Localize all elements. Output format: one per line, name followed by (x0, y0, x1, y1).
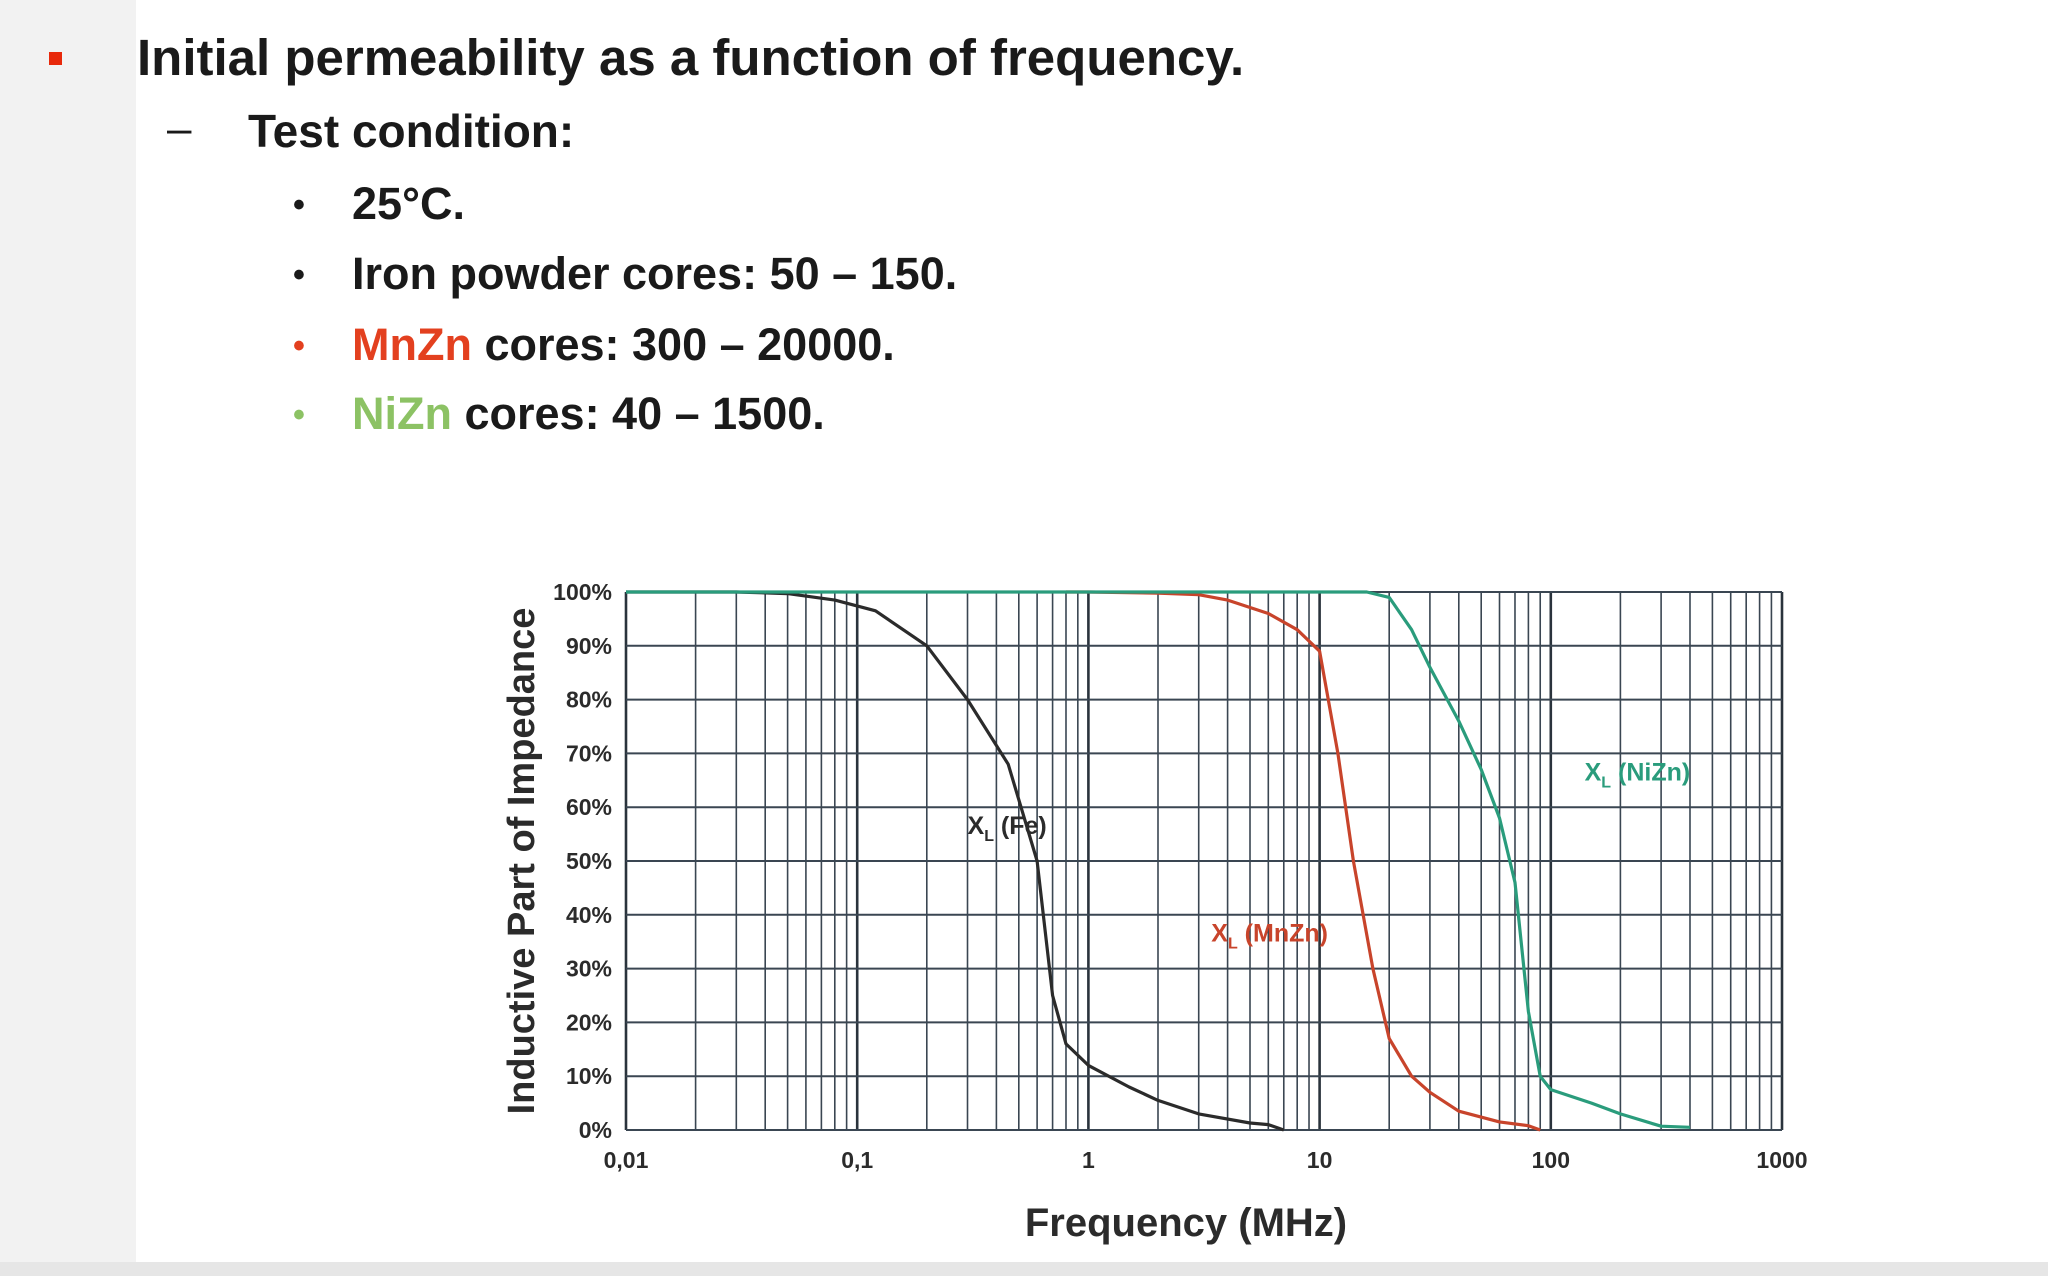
series-label-suffix: (Fe) (994, 812, 1047, 840)
x-tick-label: 10 (1307, 1147, 1333, 1173)
bullet-dot-4: • (293, 396, 305, 434)
y-tick-label: 0% (579, 1117, 612, 1143)
level1-bullet-marker (49, 52, 62, 65)
x-tick-label: 1 (1082, 1147, 1095, 1173)
x-tick-label: 100 (1532, 1147, 1570, 1173)
x-tick-label: 0,01 (604, 1147, 649, 1173)
y-tick-label: 10% (566, 1063, 612, 1089)
y-tick-label: 70% (566, 740, 612, 766)
series-label-suffix: (MnZn) (1238, 920, 1328, 948)
bullet-text: Iron powder cores: 50 – 150. (352, 248, 958, 299)
bullet-text: 25°C. (352, 178, 466, 229)
bullet-mnzn: MnZn cores: 300 – 20000. (352, 319, 895, 371)
series-label-subscript: L (984, 828, 994, 845)
sub-heading: Test condition: (248, 105, 575, 157)
slide-heading: Initial permeability as a function of fr… (137, 29, 1245, 86)
y-tick-label: 90% (566, 633, 612, 659)
y-tick-label: 50% (566, 848, 612, 874)
series-line (626, 590, 1691, 1129)
slide-left-margin (0, 0, 136, 1262)
series-label: XL (NiZn) (1585, 758, 1691, 791)
bullet-dot-1: • (293, 186, 305, 224)
y-tick-label: 80% (566, 687, 612, 713)
y-tick-label: 20% (566, 1009, 612, 1035)
bullet-temperature: 25°C. (352, 178, 465, 230)
y-tick-label: 40% (566, 902, 612, 928)
series-label-main: X (1211, 920, 1228, 948)
y-tick-label: 60% (566, 794, 612, 820)
slide-bottom-bar (0, 1262, 2048, 1276)
y-tick-label: 100% (553, 579, 612, 605)
series-label-main: X (968, 812, 985, 840)
bullet-iron-powder: Iron powder cores: 50 – 150. (352, 248, 957, 300)
series-label-main: X (1585, 758, 1602, 786)
bullet-text: cores: 40 – 1500. (451, 388, 825, 439)
series-label: XL (Fe) (968, 812, 1047, 845)
y-axis-label: Inductive Part of Impedance (501, 608, 543, 1115)
x-tick-label: 0,1 (841, 1147, 873, 1173)
x-tick-label: 1000 (1756, 1147, 1807, 1173)
x-axis-label: Frequency (MHz) (1025, 1201, 1347, 1245)
series-label-subscript: L (1601, 774, 1611, 791)
nizn-label: NiZn (352, 388, 452, 439)
level2-dash: – (167, 104, 192, 153)
bullet-dot-2: • (293, 256, 305, 294)
bullet-dot-3: • (293, 327, 305, 365)
impedance-chart: 0% 10% 20% 30% 40% 50% 60% 70% 80% 90% 100% 0,01 0,1… (501, 579, 1808, 1245)
bullet-nizn: NiZn cores: 40 – 1500. (352, 388, 825, 440)
series-label: XL (MnZn) (1211, 920, 1328, 953)
y-tick-label: 30% (566, 956, 612, 982)
series-label-subscript: L (1228, 936, 1238, 953)
series-line (626, 590, 1285, 1132)
series-label-suffix: (NiZn) (1611, 758, 1690, 786)
bullet-text: cores: 300 – 20000. (471, 319, 895, 370)
series-line (1066, 590, 1541, 1132)
mnzn-label: MnZn (352, 319, 472, 370)
